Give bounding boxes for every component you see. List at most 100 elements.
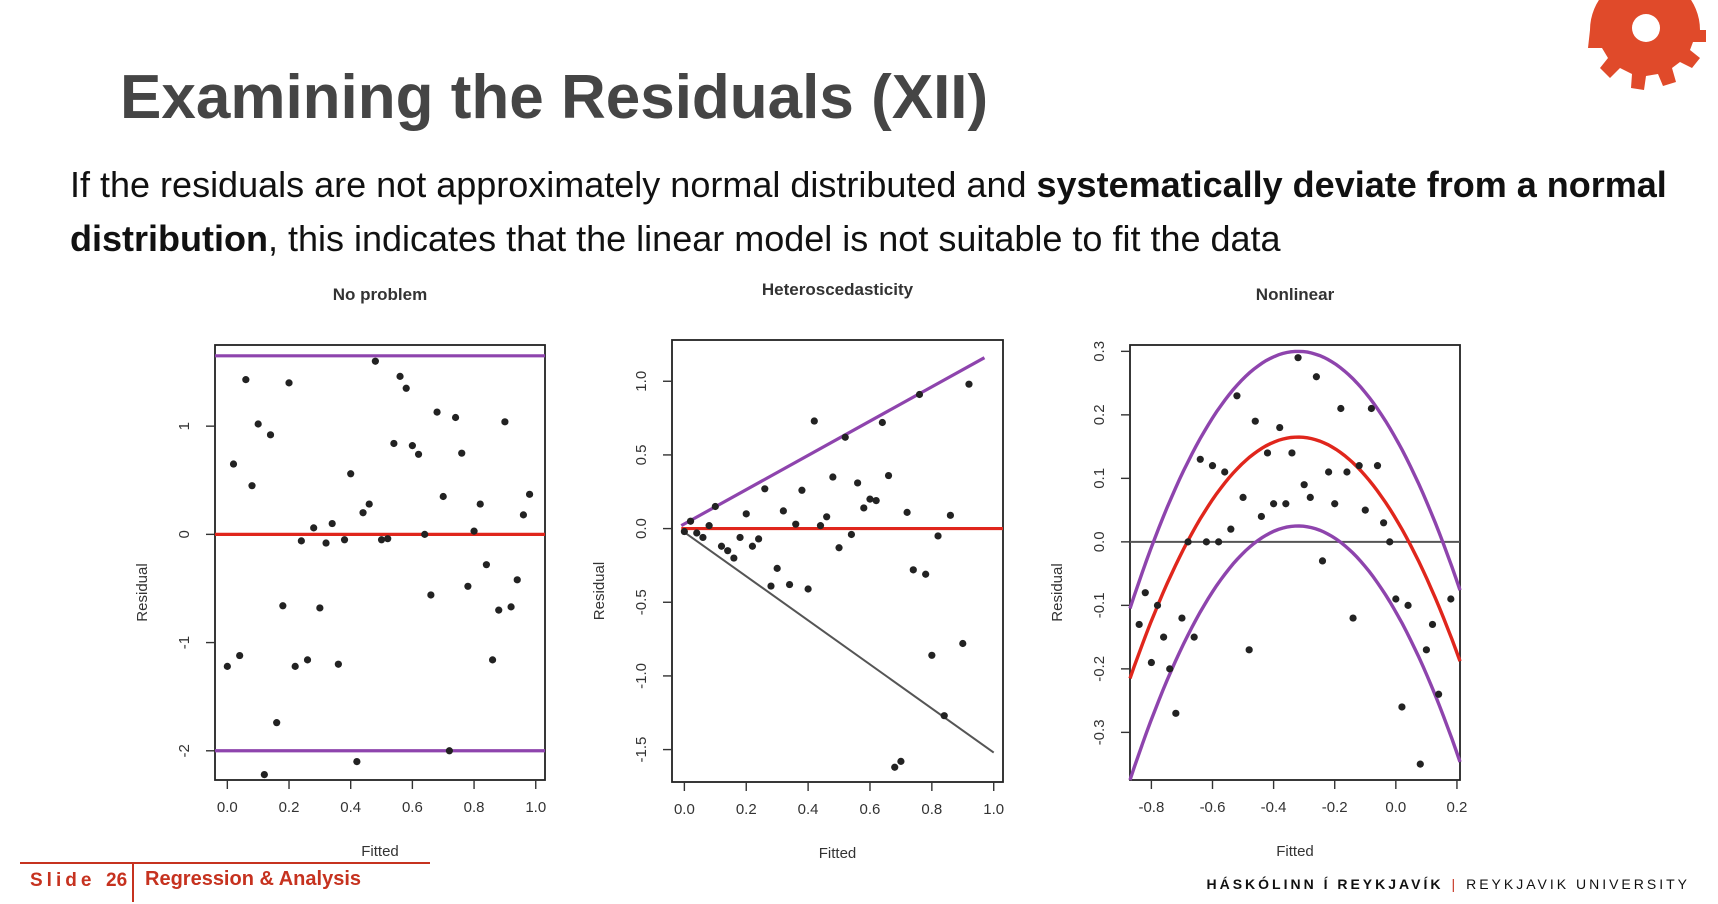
y-tick-label: 0.5 <box>633 444 650 465</box>
data-point <box>1166 665 1174 673</box>
x-tick-label: 0.2 <box>1447 799 1468 816</box>
data-point <box>748 542 757 550</box>
data-point <box>1373 462 1382 470</box>
y-axis-label: Residual <box>591 562 608 620</box>
data-point <box>482 561 491 569</box>
y-tick-label: 0 <box>176 530 193 538</box>
data-point <box>730 554 738 562</box>
data-point <box>922 570 930 578</box>
x-axis-label: Fitted <box>1276 843 1314 860</box>
footer-rule <box>20 862 430 864</box>
x-tick-label: -0.4 <box>1261 799 1287 816</box>
data-point <box>470 527 478 535</box>
data-point <box>1306 493 1314 502</box>
data-point <box>1398 703 1406 711</box>
x-axis-label: Fitted <box>361 843 399 860</box>
data-point <box>1245 646 1253 654</box>
data-point <box>946 511 955 519</box>
data-point <box>359 509 367 517</box>
data-point <box>464 582 472 590</box>
x-tick-label: 0.6 <box>402 799 423 816</box>
data-point <box>1325 468 1333 476</box>
curve-upper-band <box>1128 349 1462 610</box>
data-point <box>1288 449 1296 457</box>
data-point <box>1318 557 1327 565</box>
data-point <box>1337 404 1345 413</box>
line-lower-band <box>680 529 995 754</box>
data-point <box>1208 462 1217 470</box>
x-tick-label: 0.2 <box>279 799 300 816</box>
y-tick-label: 0.2 <box>1091 404 1108 425</box>
data-point <box>273 719 281 727</box>
data-point <box>785 580 794 589</box>
data-point <box>823 513 831 521</box>
data-point <box>699 533 707 542</box>
y-tick-label: 1 <box>176 422 193 430</box>
data-point <box>1190 633 1198 641</box>
data-point <box>297 537 305 545</box>
course-name: Regression & Analysis <box>145 868 362 890</box>
data-point <box>872 496 880 505</box>
data-point <box>711 502 719 511</box>
data-point <box>1404 601 1412 609</box>
data-point <box>223 662 231 670</box>
logo-inner-circle <box>1632 14 1660 42</box>
chart-1: No problem 0.0 0.2 0.4 0.6 0.8 1.0 -2 -1 0 1 Fitted… <box>134 285 546 860</box>
data-point <box>959 639 967 648</box>
data-point <box>525 490 534 498</box>
data-point <box>854 479 862 487</box>
data-point <box>798 486 806 494</box>
data-point <box>1153 601 1162 609</box>
data-point <box>1392 595 1400 603</box>
data-point <box>1422 646 1430 654</box>
data-point <box>841 433 849 441</box>
y-axis-label: Residual <box>1049 563 1066 621</box>
x-tick-label: 0.2 <box>736 801 757 818</box>
data-point <box>495 606 503 614</box>
x-tick-label: 0.4 <box>340 799 361 816</box>
x-tick-label: 1.0 <box>525 799 546 816</box>
data-point <box>513 576 521 584</box>
data-point <box>860 504 868 512</box>
data-point <box>1312 373 1320 381</box>
data-point <box>928 651 936 659</box>
data-point <box>507 603 515 611</box>
data-point <box>402 384 410 392</box>
data-point <box>451 413 460 422</box>
data-point <box>1263 449 1272 457</box>
data-point <box>1257 512 1265 521</box>
data-point <box>433 408 441 416</box>
data-point <box>1361 506 1369 514</box>
data-point <box>779 507 787 515</box>
y-axis-label: Residual <box>134 563 151 621</box>
line-upper-band <box>680 356 986 528</box>
data-point <box>242 376 250 384</box>
data-point <box>829 473 837 481</box>
data-point <box>1184 538 1192 546</box>
data-point <box>390 439 398 448</box>
university-name: HÁSKÓLINN Í REYKJAVÍK | REYKJAVIK UNIVERSI… <box>1206 876 1690 892</box>
y-tick-label: -0.1 <box>1091 592 1108 618</box>
data-point <box>705 522 713 530</box>
data-point <box>445 747 453 755</box>
data-point <box>1172 709 1180 717</box>
plot-frame <box>671 339 1004 783</box>
data-point <box>458 449 466 457</box>
data-point <box>371 357 379 365</box>
data-point <box>1355 462 1363 470</box>
data-point <box>1386 538 1394 546</box>
y-tick-label: -0.2 <box>1091 656 1108 682</box>
data-point <box>248 482 256 490</box>
data-point <box>909 566 917 574</box>
data-point <box>717 542 726 550</box>
logo-ring-shape <box>1588 0 1706 90</box>
data-point <box>229 460 238 468</box>
chart-2: Heteroscedasticity 0.0 0.2 0.4 0.6 0.8 1.0 -1.5… <box>591 280 1004 862</box>
y-tick-label: -1.0 <box>633 663 650 689</box>
data-point <box>1282 500 1290 508</box>
data-point <box>761 485 769 493</box>
data-point <box>254 420 262 428</box>
data-point <box>476 500 484 508</box>
data-point <box>1251 417 1259 425</box>
